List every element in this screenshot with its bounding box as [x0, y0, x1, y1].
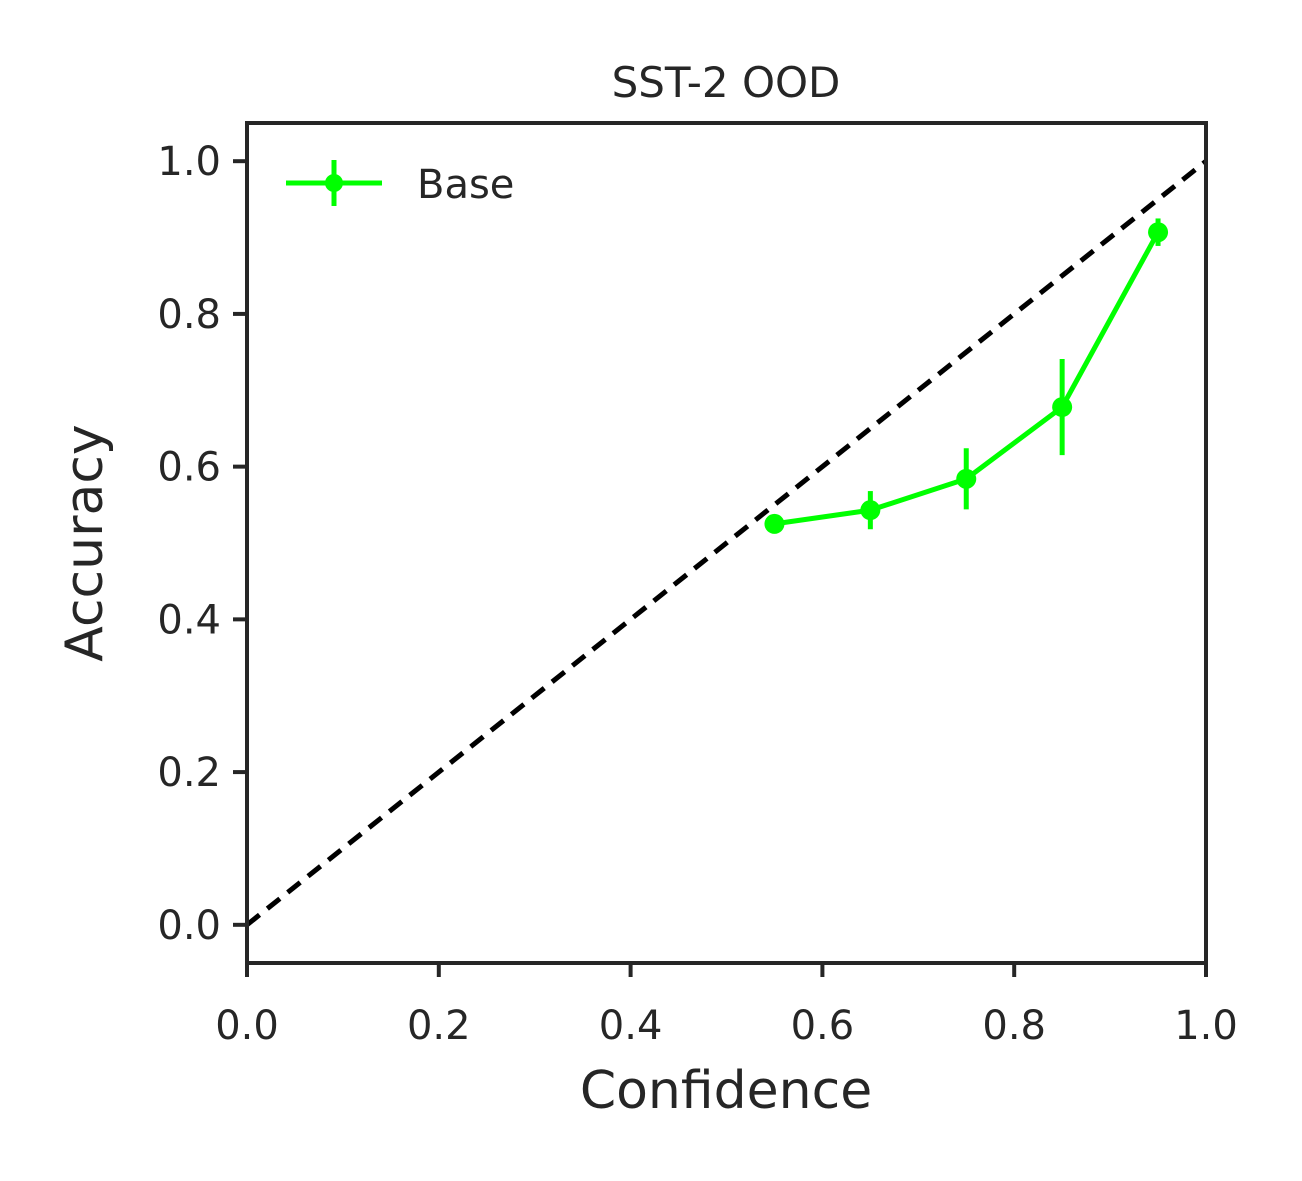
- chart-title: SST-2 OOD: [612, 58, 841, 107]
- y-tick-label: 0.0: [157, 903, 221, 949]
- x-tick-label: 0.8: [982, 1003, 1046, 1049]
- x-tick-label: 0.6: [791, 1003, 855, 1049]
- perfect-calibration-line: [245, 159, 1208, 927]
- x-tick-label: 1.0: [1174, 1003, 1238, 1049]
- data-point: [764, 513, 785, 534]
- legend-label-base: Base: [417, 162, 514, 208]
- y-axis-ticks: 0.0 0.2 0.4 0.6 0.8 1.0: [157, 139, 247, 949]
- data-point: [956, 468, 977, 489]
- y-tick-label: 0.8: [157, 292, 221, 338]
- data-point: [1148, 222, 1169, 243]
- y-tick-label: 0.6: [157, 445, 221, 491]
- x-axis-label: Confidence: [580, 1061, 872, 1121]
- x-tick-label: 0.4: [599, 1003, 663, 1049]
- x-tick-label: 0.0: [215, 1003, 279, 1049]
- y-tick-label: 0.4: [157, 597, 221, 643]
- x-axis-ticks: 0.0 0.2 0.4 0.6 0.8 1.0: [215, 963, 1238, 1049]
- y-tick-label: 0.2: [157, 750, 221, 796]
- x-tick-label: 0.2: [407, 1003, 471, 1049]
- legend: Base: [286, 160, 514, 208]
- legend-marker-base: [325, 174, 343, 192]
- y-tick-label: 1.0: [157, 139, 221, 185]
- plot-area: [245, 159, 1208, 927]
- plot-frame: [245, 121, 1208, 965]
- data-point: [860, 500, 881, 521]
- data-point: [1052, 397, 1073, 418]
- y-axis-label: Accuracy: [55, 424, 115, 661]
